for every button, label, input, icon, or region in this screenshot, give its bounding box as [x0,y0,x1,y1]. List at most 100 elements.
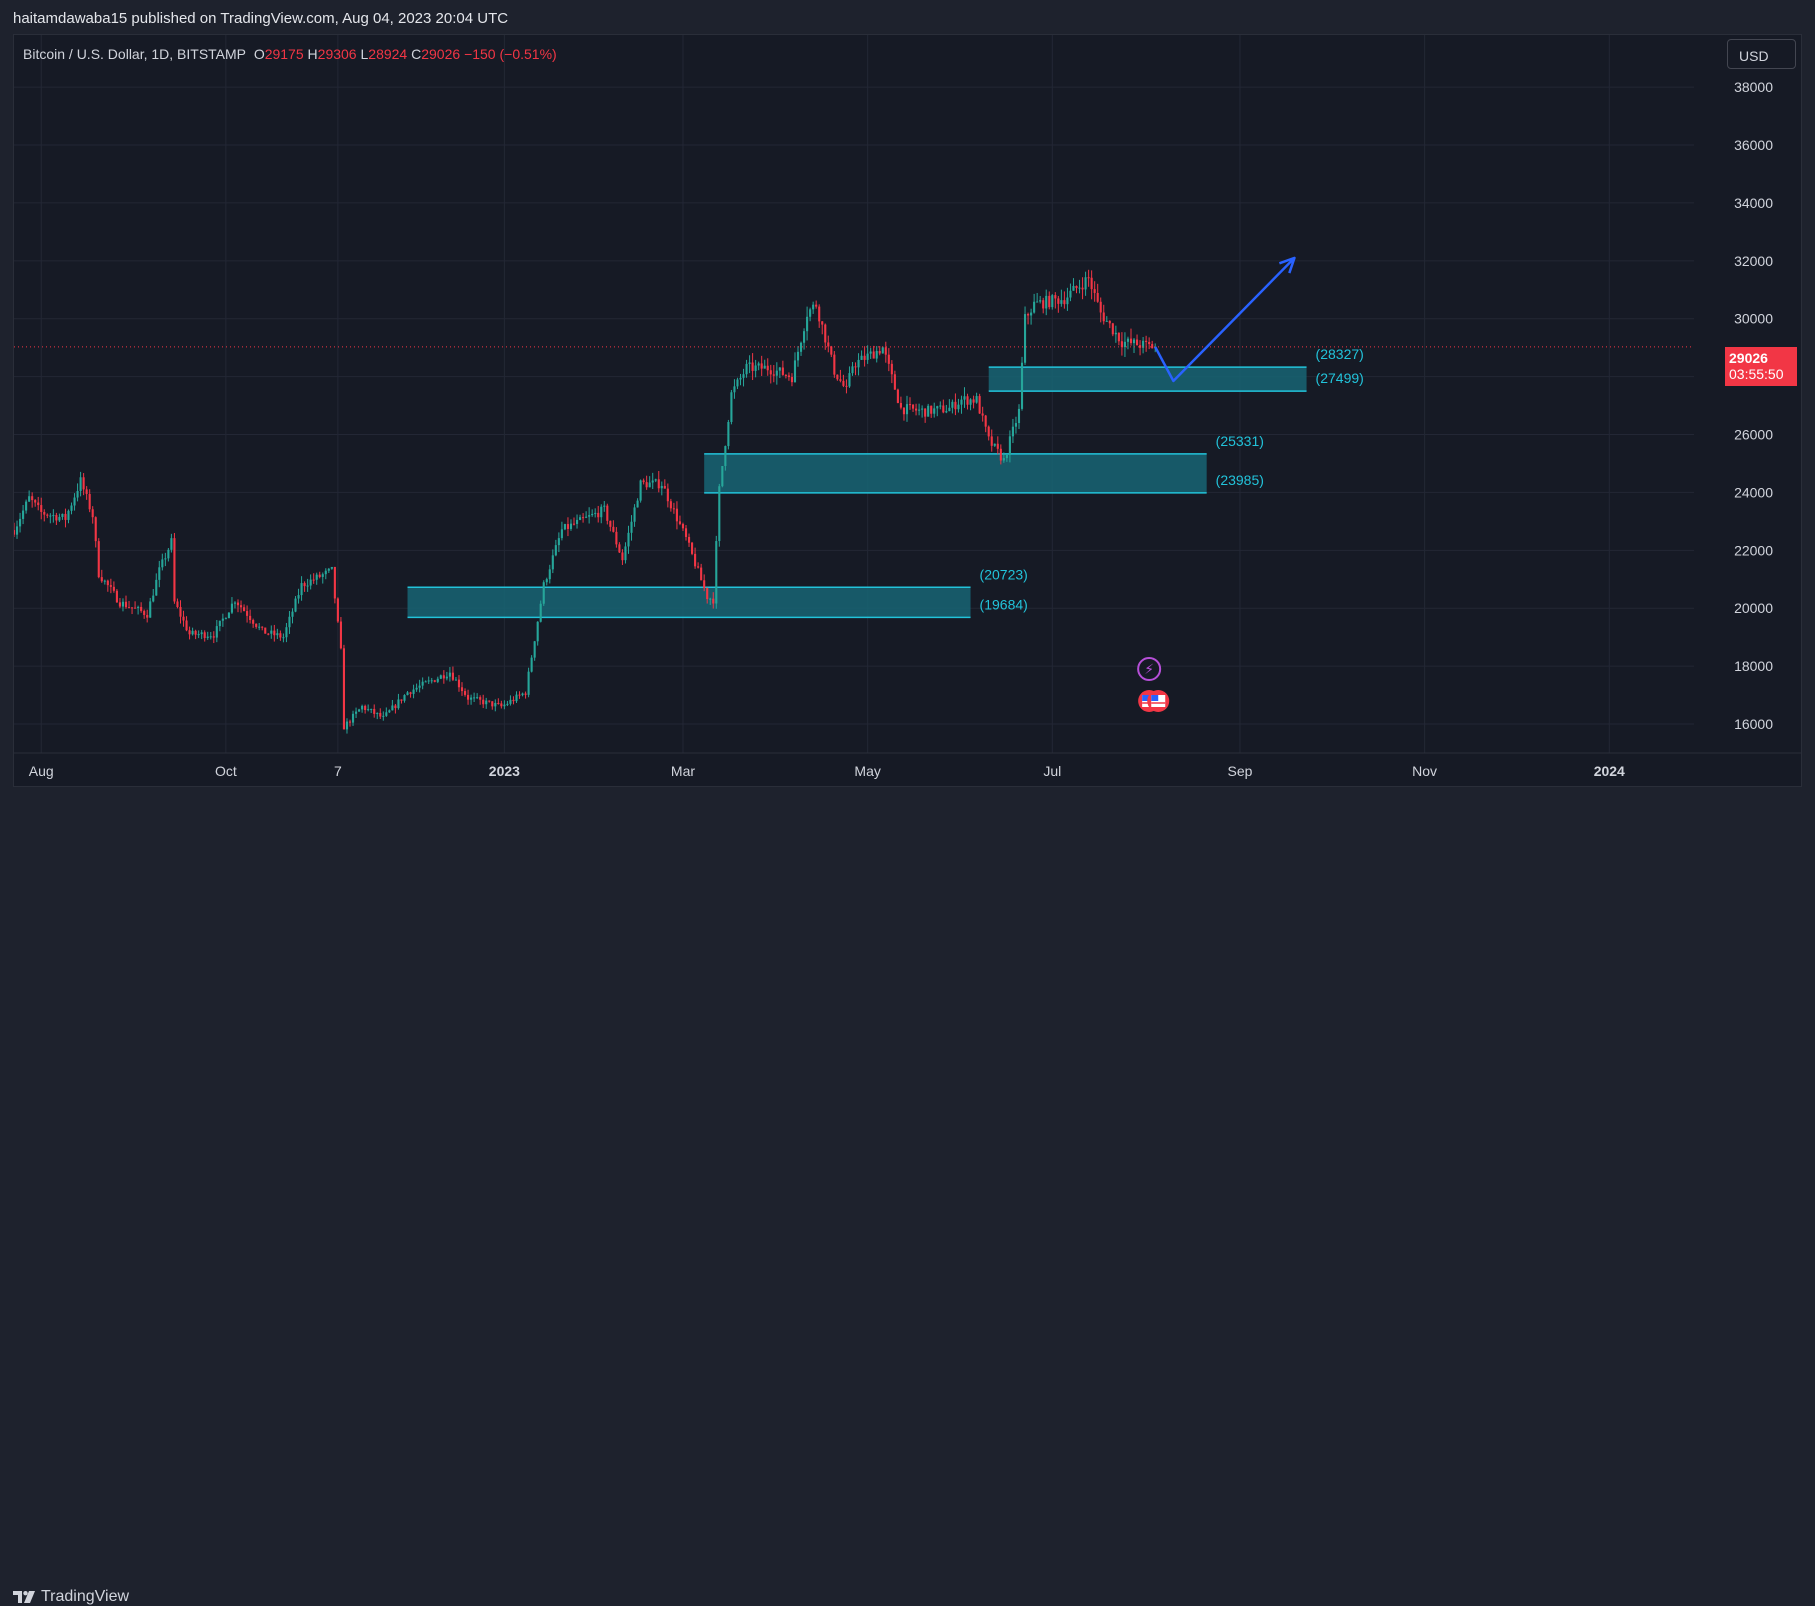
projection-path[interactable] [1154,257,1296,383]
candle-body [40,505,43,512]
candle-body [149,601,152,618]
y-tick-label: 22000 [1734,542,1773,558]
candle-body [739,377,742,380]
candle-body [1123,341,1126,348]
candle-body [751,362,754,371]
candle-body [31,496,34,501]
x-tick-label: Aug [29,763,54,779]
tradingview-logo[interactable]: TradingView [13,1588,129,1606]
candle-body [170,538,173,550]
candle-body [112,586,115,591]
candle-body [642,480,645,483]
candle-body [406,692,409,696]
support-zone[interactable] [407,587,971,618]
candle-body [28,496,31,502]
candle-body [691,542,694,554]
price-chart[interactable]: (28327) (27499) (25331) (23985) (20723) (1968… [14,35,1802,787]
candle-body [1151,344,1154,349]
candle-body [951,401,954,408]
candle-body [285,627,288,638]
candle-body [258,626,261,628]
candle-body [993,443,996,446]
candle-body [809,309,812,317]
footer: TradingView [0,787,1815,1605]
candle-body [1042,300,1045,309]
candle-body [373,708,376,714]
open-label: O [253,46,265,62]
lightning-event-icon[interactable] [1137,657,1162,681]
candle-body [884,347,887,355]
candle-body [185,620,188,631]
candle-body [978,396,981,414]
candle-body [1135,339,1139,346]
candle-body [939,405,942,407]
candle-body [239,605,243,608]
currency-button[interactable]: USD [1727,39,1796,69]
candle-body [433,680,436,682]
candle-body [324,570,327,575]
candle-body [748,362,751,364]
candle-body [990,436,993,446]
candle-body [146,614,149,618]
candle-body [252,620,255,624]
candle-body [1014,423,1018,427]
candle-body [242,607,246,612]
candle-body [70,505,73,511]
candle-body [506,703,509,705]
candle-body [100,577,103,582]
candle-body [893,374,896,390]
candle-body [793,360,797,383]
flag-canton [1142,695,1150,701]
candle-body [618,544,621,553]
candle-body [485,700,488,705]
candle-body [781,367,784,375]
candle-body [415,687,418,690]
candle-body [1039,300,1042,302]
candle-body [34,500,37,503]
candle-body [557,538,560,546]
candle-body [467,694,470,700]
candle-body [763,365,766,369]
candle-body [857,359,860,368]
candle-body [118,602,122,607]
y-tick-label: 20000 [1734,600,1773,616]
candle-body [727,421,730,447]
chart-area[interactable]: (28327) (27499) (25331) (23985) (20723) (1968… [13,34,1802,787]
candle-body [103,580,106,582]
bar-countdown: 03:55:50 [1729,366,1784,382]
candle-body [630,521,633,533]
low-label: L [360,46,369,62]
candle-body [479,697,482,700]
candle-body [645,482,648,488]
candle-body [697,566,700,568]
y-tick-label: 16000 [1734,716,1773,732]
candle-body [821,321,824,325]
candle-body [1105,320,1108,322]
candle-body [85,489,88,494]
candle-body [872,351,875,359]
y-tick-label: 32000 [1734,253,1773,269]
candle-body [824,324,827,343]
candle-body [200,632,203,635]
candle-body [606,505,609,521]
candle-body [1102,312,1105,322]
candle-body [1030,312,1033,316]
support-zone[interactable] [704,453,1207,493]
close-label: C [411,46,422,62]
support-zone[interactable] [988,367,1307,392]
candle-body [476,697,479,699]
candle-body [333,566,336,599]
candle-body [1005,455,1008,459]
x-tick-label: Nov [1412,763,1437,779]
candle-body [140,606,143,611]
candle-body [911,404,915,409]
zone-top-label: (20723) [980,566,1028,582]
candle-body [376,712,379,714]
candle-body [878,350,881,354]
candle-body [158,567,161,580]
candle-body [769,370,772,375]
candle-body [261,626,264,628]
candle-body [609,520,612,527]
candle-body [887,354,890,364]
candle-body [1066,297,1069,305]
